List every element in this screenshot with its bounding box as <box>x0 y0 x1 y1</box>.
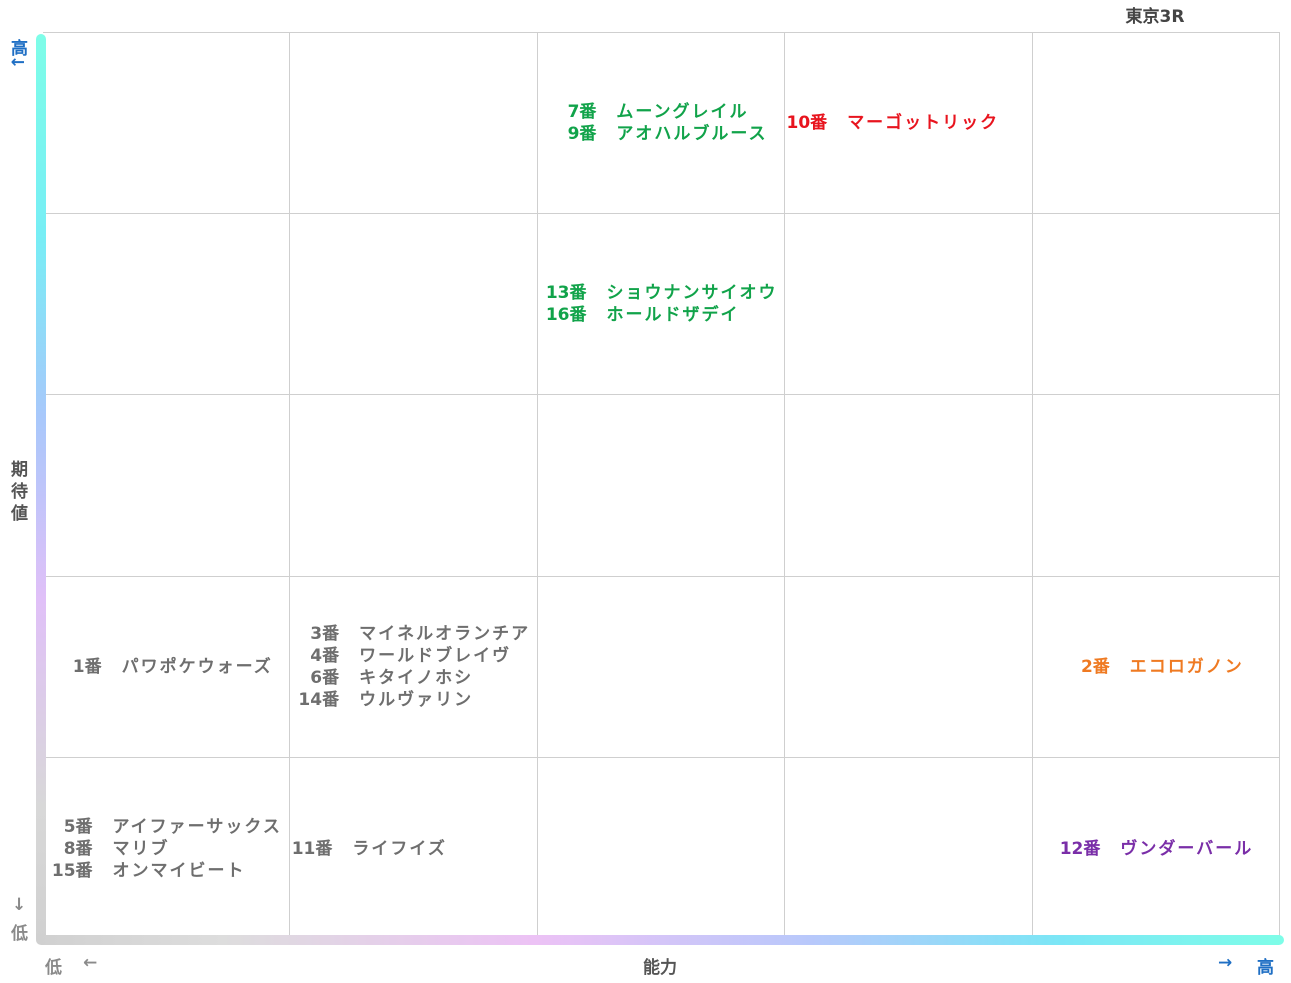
horse-name: パワポケウォーズ <box>121 657 273 678</box>
grid-cell <box>43 395 291 577</box>
horse-entry: 12番 ヴンダーバール <box>1058 838 1253 860</box>
entry-list: 12番 ヴンダーバール <box>1058 838 1253 860</box>
x-axis-gradient-bar <box>36 935 1284 945</box>
y-axis-label-3: 値 <box>11 504 28 524</box>
race-title: 東京3R <box>1125 7 1185 27</box>
horse-name: アオハルブルース <box>616 123 768 144</box>
grid-cell <box>1032 213 1280 396</box>
y-axis-label-1: 期 <box>11 460 28 480</box>
horse-entry: 8番 マリブ <box>51 838 282 860</box>
horse-name: ホールドザデイ <box>606 304 740 325</box>
grid-cell <box>43 32 291 214</box>
y-axis-gradient-bar <box>36 34 46 944</box>
grid-cell: 3番 マイネルオランチア 4番 ワールドブレイヴ 6番 キタイノホシ 14番 ウルヴァリン <box>290 576 538 759</box>
horse-entry: 16番 ホールドザデイ <box>544 304 777 326</box>
horse-number: 6番 <box>310 668 340 689</box>
grid-cell: 12番 ヴンダーバール <box>1032 758 1280 940</box>
horse-number: 1番 <box>72 657 102 678</box>
horse-number: 9番 <box>567 123 597 144</box>
grid-cell <box>785 395 1033 577</box>
horse-name: マイネルオランチア <box>359 624 531 645</box>
horse-number: 13番 <box>545 282 587 303</box>
entry-list: 13番 ショウナンサイオウ 16番 ホールドザデイ <box>544 282 777 326</box>
entry-list: 3番 マイネルオランチア 4番 ワールドブレイヴ 6番 キタイノホシ 14番 ウルヴァリン <box>297 623 530 711</box>
x-low-label: 低 <box>45 958 62 978</box>
horse-name: キタイノホシ <box>359 668 474 689</box>
horse-number: 12番 <box>1059 838 1101 859</box>
entry-list: 2番 エコロガノン <box>1068 656 1244 678</box>
horse-entry: 2番 エコロガノン <box>1068 656 1244 678</box>
grid-cell: 1番 パワポケウォーズ <box>43 576 291 759</box>
grid-cell <box>43 213 291 396</box>
horse-entry: 6番 キタイノホシ <box>297 667 530 689</box>
grid-cell <box>537 758 786 940</box>
horse-number: 2番 <box>1080 657 1110 678</box>
grid-cell <box>785 576 1033 759</box>
horse-entry: 1番 パワポケウォーズ <box>60 656 273 678</box>
grid-cell <box>537 395 786 577</box>
y-axis-label-2: 待 <box>11 482 28 502</box>
horse-entry: 9番 アオハルブルース <box>554 123 767 145</box>
horse-name: ショウナンサイオウ <box>606 282 778 303</box>
horse-entry: 11番 ライフイズ <box>290 838 447 860</box>
horse-entry: 13番 ショウナンサイオウ <box>544 282 777 304</box>
y-high-label: 高 <box>11 39 28 59</box>
horse-name: マリブ <box>112 838 170 859</box>
horse-number: 16番 <box>545 304 587 325</box>
grid-cell <box>785 758 1033 940</box>
horse-entry: 7番 ムーングレイル <box>554 101 767 123</box>
horse-entry: 10番 マーゴットリック <box>785 112 999 134</box>
right-arrow-icon: → <box>1218 953 1233 973</box>
grid-cell <box>290 395 538 577</box>
grid-cell: 7番 ムーングレイル 9番 アオハルブルース <box>537 32 786 214</box>
x-high-label: 高 <box>1257 958 1274 978</box>
grid-cell <box>290 32 538 214</box>
horse-name: アイファーサックス <box>112 816 282 837</box>
horse-number: 7番 <box>567 101 597 122</box>
chart-grid: 7番 ムーングレイル 9番 アオハルブルース 10番 マーゴットリック 13番 ショウナンサイ… <box>43 32 1280 940</box>
grid-cell <box>537 576 786 759</box>
entry-list: 5番 アイファーサックス 8番 マリブ 15番 オンマイビート <box>51 816 282 882</box>
entry-list: 7番 ムーングレイル 9番 アオハルブルース <box>554 101 767 145</box>
entry-list: 11番 ライフイズ <box>290 838 447 860</box>
horse-name: ワールドブレイヴ <box>359 646 512 667</box>
horse-number: 15番 <box>51 860 93 881</box>
entry-list: 1番 パワポケウォーズ <box>60 656 273 678</box>
horse-entry: 5番 アイファーサックス <box>51 816 282 838</box>
left-arrow-icon: ← <box>83 953 98 973</box>
horse-number: 5番 <box>63 816 93 837</box>
horse-number: 8番 <box>63 838 93 859</box>
grid-cell: 5番 アイファーサックス 8番 マリブ 15番 オンマイビート <box>43 758 291 940</box>
horse-name: オンマイビート <box>112 860 246 881</box>
horse-name: エコロガノン <box>1129 657 1244 678</box>
horse-name: ウルヴァリン <box>359 690 474 711</box>
x-axis-label: 能力 <box>643 958 677 978</box>
grid-cell: 2番 エコロガノン <box>1032 576 1280 759</box>
horse-entry: 4番 ワールドブレイヴ <box>297 645 530 667</box>
horse-number: 4番 <box>310 646 340 667</box>
grid-cell: 11番 ライフイズ <box>290 758 538 940</box>
grid-cell <box>1032 32 1280 214</box>
entry-list: 10番 マーゴットリック <box>785 112 999 134</box>
horse-number: 11番 <box>291 838 333 859</box>
horse-entry: 15番 オンマイビート <box>51 860 282 882</box>
horse-name: ライフイズ <box>352 838 447 859</box>
down-arrow-icon: ↓ <box>12 895 27 915</box>
horse-entry: 14番 ウルヴァリン <box>297 689 530 711</box>
grid-cell: 10番 マーゴットリック <box>785 32 1033 214</box>
grid-cell <box>785 213 1033 396</box>
horse-number: 14番 <box>298 690 340 711</box>
up-arrow-icon: ↑ <box>9 54 30 70</box>
horse-name: ムーングレイル <box>616 101 749 122</box>
y-low-label: 低 <box>11 924 28 944</box>
horse-name: マーゴットリック <box>847 112 1000 133</box>
grid-cell: 13番 ショウナンサイオウ 16番 ホールドザデイ <box>537 213 786 396</box>
horse-number: 10番 <box>786 112 828 133</box>
horse-entry: 3番 マイネルオランチア <box>297 623 530 645</box>
grid-cell <box>1032 395 1280 577</box>
horse-number: 3番 <box>310 624 340 645</box>
grid-cell <box>290 213 538 396</box>
horse-name: ヴンダーバール <box>1120 838 1254 859</box>
